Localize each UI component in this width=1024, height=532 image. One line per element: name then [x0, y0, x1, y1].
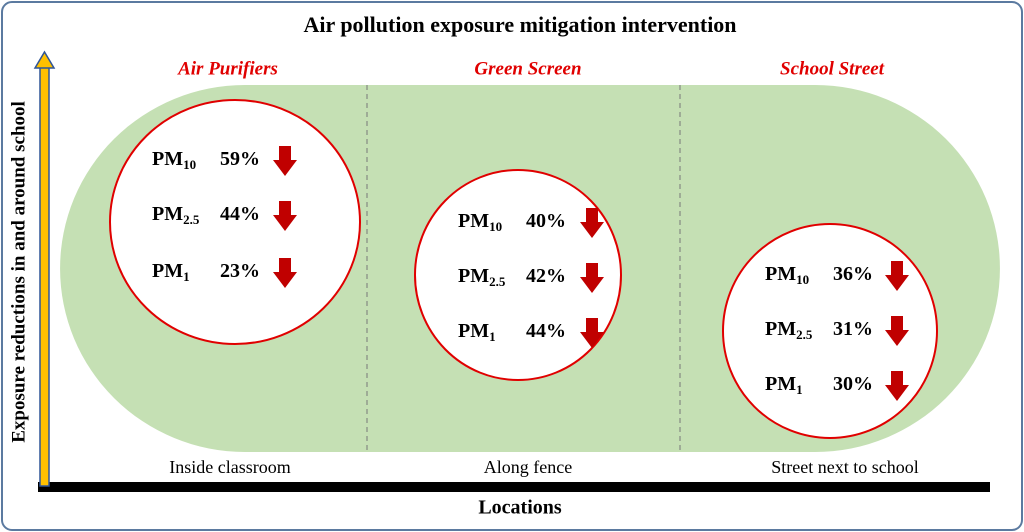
pollutant-reduction: PM2.5 44%: [152, 203, 260, 227]
pollutant-reduction: PM1 23%: [152, 260, 260, 284]
down-arrow: [580, 263, 604, 293]
pollutant-subscript: 2.5: [796, 327, 813, 342]
pollutant-subscript: 10: [489, 219, 502, 234]
pollutant: PM: [152, 148, 183, 170]
location-label: Street next to school: [771, 457, 918, 477]
pollutant: PM: [765, 373, 796, 395]
reduction-value: 44%: [526, 320, 566, 342]
pollutant-reduction: PM2.5 31%: [765, 318, 873, 342]
pollutant: PM: [458, 265, 489, 287]
down-arrow: [885, 316, 909, 346]
pollutant-reduction: PM10 40%: [458, 210, 566, 234]
down-arrow: [273, 146, 297, 176]
pollutant-reduction: PM2.5 42%: [458, 265, 566, 289]
down-arrow: [580, 318, 604, 348]
pollutant: PM: [152, 203, 183, 225]
section-heading: Green Screen: [474, 58, 581, 79]
down-arrow: [580, 208, 604, 238]
pollutant-subscript: 2.5: [489, 274, 506, 289]
pollutant: PM: [458, 320, 489, 342]
result-circle: [722, 223, 938, 439]
reduction-value: 44%: [220, 203, 260, 225]
pollutant-subscript: 2.5: [183, 212, 200, 227]
pollutant-subscript: 1: [183, 269, 190, 284]
result-circle: [414, 169, 622, 381]
pollutant-reduction: PM10 59%: [152, 148, 260, 172]
pollutant-reduction: PM10 36%: [765, 263, 873, 287]
pollutant: PM: [458, 210, 489, 232]
x-axis: [38, 482, 990, 492]
down-arrow: [273, 201, 297, 231]
x-axis-label: Locations: [478, 497, 562, 519]
pollutant: PM: [765, 318, 796, 340]
section-heading: Air Purifiers: [177, 58, 278, 79]
reduction-value: 42%: [526, 265, 566, 287]
pollutant-reduction: PM1 30%: [765, 373, 873, 397]
reduction-value: 36%: [833, 263, 873, 285]
y-axis-arrowhead: [33, 50, 56, 69]
pollutant: PM: [765, 263, 796, 285]
location-label: Inside classroom: [169, 457, 290, 477]
pollutant: PM: [152, 260, 183, 282]
reduction-value: 40%: [526, 210, 566, 232]
result-circle: [109, 99, 361, 345]
pollutant-reduction: PM1 44%: [458, 320, 566, 344]
pollutant-subscript: 10: [796, 272, 809, 287]
title: Air pollution exposure mitigation interv…: [303, 12, 736, 37]
reduction-value: 30%: [833, 373, 873, 395]
pollutant-subscript: 10: [183, 157, 196, 172]
down-arrow: [885, 371, 909, 401]
reduction-value: 23%: [220, 260, 260, 282]
y-axis-label: Exposure reductions in and around school: [8, 101, 29, 443]
pollutant-subscript: 1: [489, 329, 496, 344]
reduction-value: 31%: [833, 318, 873, 340]
y-axis-arrow: [39, 65, 50, 487]
location-label: Along fence: [484, 457, 572, 477]
reduction-value: 59%: [220, 148, 260, 170]
pollutant-subscript: 1: [796, 382, 803, 397]
down-arrow: [885, 261, 909, 291]
down-arrow: [273, 258, 297, 288]
section-heading: School Street: [780, 58, 885, 79]
